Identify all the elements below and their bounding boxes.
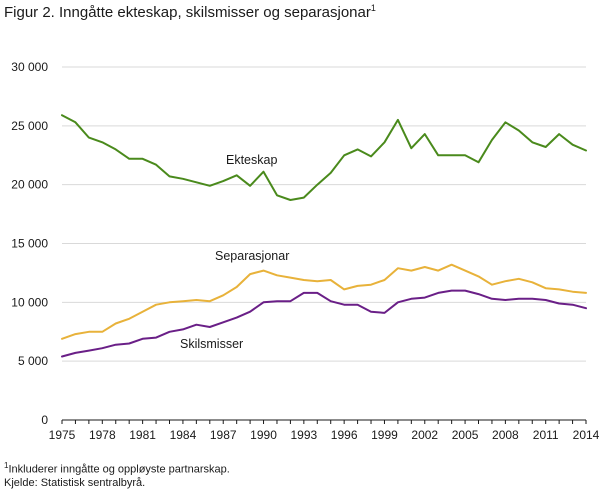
y-tick-label-15000: 15 000 xyxy=(11,237,48,251)
x-tick-label-1984: 1984 xyxy=(170,428,197,442)
chart-title: Figur 2. Inngåtte ekteskap, skilsmisser … xyxy=(4,3,376,21)
y-tick-label-10000: 10 000 xyxy=(11,295,48,309)
footnote-1-mark: 1 xyxy=(4,461,9,470)
series-line-skilsmisser xyxy=(61,289,587,358)
series-lines xyxy=(61,114,587,358)
x-tick-label-1996: 1996 xyxy=(331,428,358,442)
x-tick-label-1987: 1987 xyxy=(210,428,237,442)
series-label-skilsmisser: Skilsmisser xyxy=(180,337,243,351)
x-tick-label-1978: 1978 xyxy=(89,428,116,442)
title-footnote-mark: 1 xyxy=(370,3,376,13)
series-label-ekteskap: Ekteskap xyxy=(226,153,277,167)
y-tick-label-30000: 30 000 xyxy=(11,60,48,74)
footnote-1: 1Inkluderer inngåtte og oppløyste partna… xyxy=(4,459,230,477)
footnote-source: Kjelde: Statistisk sentralbyrå. xyxy=(4,477,230,490)
x-tick-label-2002: 2002 xyxy=(411,428,438,442)
grid-lines xyxy=(62,66,586,362)
x-tick-label-1993: 1993 xyxy=(290,428,317,442)
series-line-separasjonar xyxy=(61,263,587,340)
footnotes: 1Inkluderer inngåtte og oppløyste partna… xyxy=(4,459,230,490)
axes xyxy=(61,419,587,424)
line-chart: 0 5 000 10 000 15 000 20 000 25 000 30 000 197… xyxy=(11,60,600,442)
x-tick-label-1975: 1975 xyxy=(49,428,76,442)
chart-title-text: Figur 2. Inngåtte ekteskap, skilsmisser … xyxy=(4,4,371,21)
y-tick-label-0: 0 xyxy=(41,413,48,427)
x-tick-label-2014: 2014 xyxy=(573,428,600,442)
x-tick-label-2005: 2005 xyxy=(452,428,479,442)
x-axis-ticks: 1975 1978 1981 1984 1987 1990 1993 1996 1999 2002… xyxy=(49,428,600,442)
series-annotations: Ekteskap Separasjonar Skilsmisser xyxy=(180,153,289,351)
y-tick-label-20000: 20 000 xyxy=(11,178,48,192)
series-line-ekteskap xyxy=(61,114,587,201)
y-tick-label-5000: 5 000 xyxy=(18,354,48,368)
series-label-separasjonar: Separasjonar xyxy=(215,249,289,263)
y-axis-ticks: 0 5 000 10 000 15 000 20 000 25 000 30 000 xyxy=(11,60,48,427)
footnote-source-text: Kjelde: Statistisk sentralbyrå. xyxy=(4,476,146,489)
x-tick-label-2011: 2011 xyxy=(533,428,559,442)
y-tick-label-25000: 25 000 xyxy=(11,119,48,133)
x-tick-label-1990: 1990 xyxy=(250,428,277,442)
footnote-1-text: Inkluderer inngåtte og oppløyste partnar… xyxy=(8,463,230,476)
x-tick-label-1981: 1981 xyxy=(129,428,156,442)
x-tick-label-1999: 1999 xyxy=(371,428,398,442)
x-tick-label-2008: 2008 xyxy=(492,428,519,442)
